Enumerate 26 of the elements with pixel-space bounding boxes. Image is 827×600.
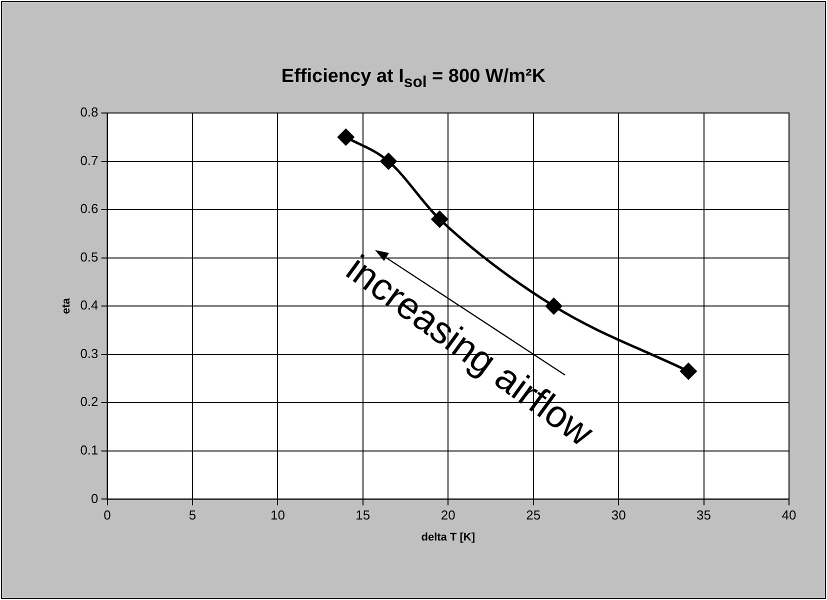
x-tick-label: 35 (696, 508, 712, 523)
x-tick-label: 30 (611, 508, 626, 523)
y-tick-label: 0.7 (80, 152, 98, 168)
y-tick-label: 0.8 (80, 104, 98, 120)
point (380, 153, 397, 170)
y-tick-label: 0.1 (80, 442, 98, 458)
y-tick-label: 0.6 (80, 201, 98, 216)
x-tick-label: 15 (356, 508, 370, 523)
point (431, 210, 448, 228)
x-tick-label: 10 (270, 508, 285, 523)
point (546, 298, 562, 314)
x-tick-label: 0 (104, 508, 111, 523)
y-tick-label: 0 (91, 490, 98, 506)
y-axis-title: eta (60, 297, 73, 314)
y-tick-label: 0.2 (80, 394, 98, 410)
x-tick-label: 5 (188, 508, 196, 523)
y-tick-label: 0.4 (80, 298, 98, 313)
chart-title: Efficiency at I$_{sol}$ = 800 W/m²K (280, 66, 547, 92)
x-tick-label: 25 (526, 508, 541, 523)
x-tick-label: 40 (782, 508, 796, 523)
point (338, 128, 354, 146)
x-tick-label: 20 (440, 508, 456, 523)
y-tick-label: 0.5 (80, 249, 98, 264)
point (680, 363, 697, 380)
y-tick-label: 0.3 (80, 346, 98, 361)
x-axis-title: delta T [K] (421, 531, 476, 544)
